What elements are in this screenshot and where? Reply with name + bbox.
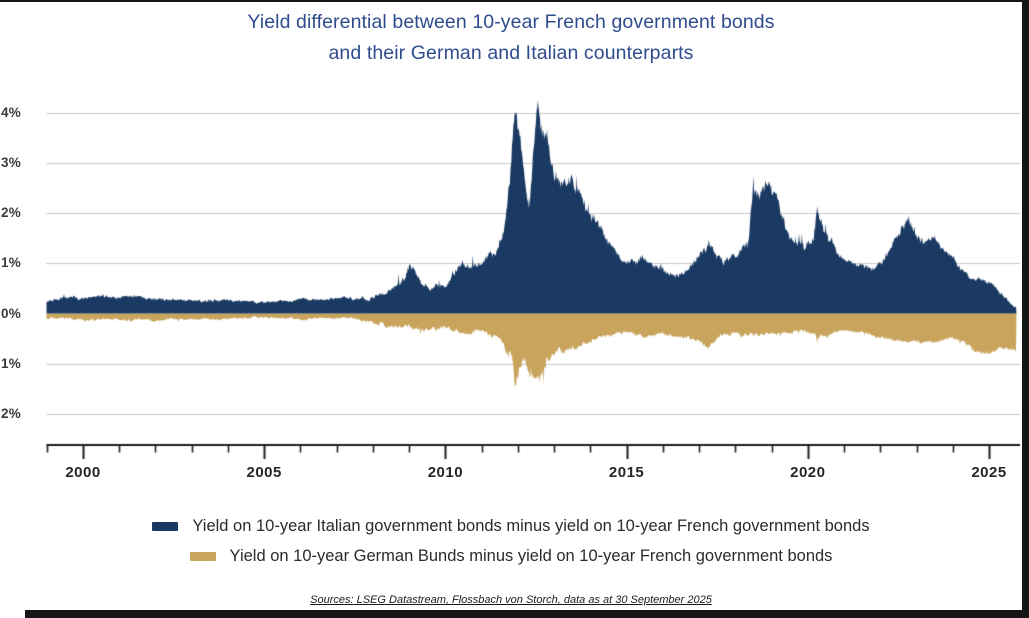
y-axis-tick-label: 2% (1, 205, 22, 221)
chart-legend: Yield on 10-year Italian government bond… (0, 511, 1022, 571)
y-axis-tick-label: 0% (1, 305, 22, 321)
source-text: Sources: LSEG Datastream, Flossbach von … (310, 594, 712, 606)
legend-swatch (189, 551, 216, 561)
y-axis-tick-label: 1% (1, 255, 22, 271)
chart-title-line-1: Yield differential between 10-year Frenc… (247, 11, 775, 33)
legend-label: Yield on 10-year Italian government bond… (192, 516, 870, 535)
screenshot-top-edge (0, 0, 1029, 2)
chart-title: Yield differential between 10-year Frenc… (0, 7, 1022, 69)
x-axis-tick-label: 2000 (65, 464, 101, 481)
x-axis-tick-label: 2010 (427, 464, 464, 481)
y-axis-tick-label: 4% (1, 104, 22, 120)
legend-label: Yield on 10-year German Bunds minus yiel… (229, 546, 833, 565)
legend-swatch (152, 521, 179, 531)
x-axis-tick-label: 2015 (608, 464, 645, 481)
x-axis-tick-label: 2005 (246, 464, 282, 481)
y-axis-tick-label: 2% (1, 406, 22, 422)
legend-item-italy-minus-france: Yield on 10-year Italian government bond… (0, 511, 1022, 541)
x-axis-tick-label: 2020 (790, 464, 826, 481)
x-axis-tick-label: 2025 (971, 464, 1007, 481)
y-axis-tick-label: 1% (1, 355, 22, 371)
screenshot-bottom-edge (25, 610, 1029, 618)
legend-item-germany-minus-france: Yield on 10-year German Bunds minus yiel… (0, 541, 1022, 571)
chart-title-line-2: and their German and Italian counterpart… (328, 42, 694, 64)
y-axis-tick-label: 3% (1, 155, 22, 171)
screenshot-right-edge (1022, 0, 1029, 618)
